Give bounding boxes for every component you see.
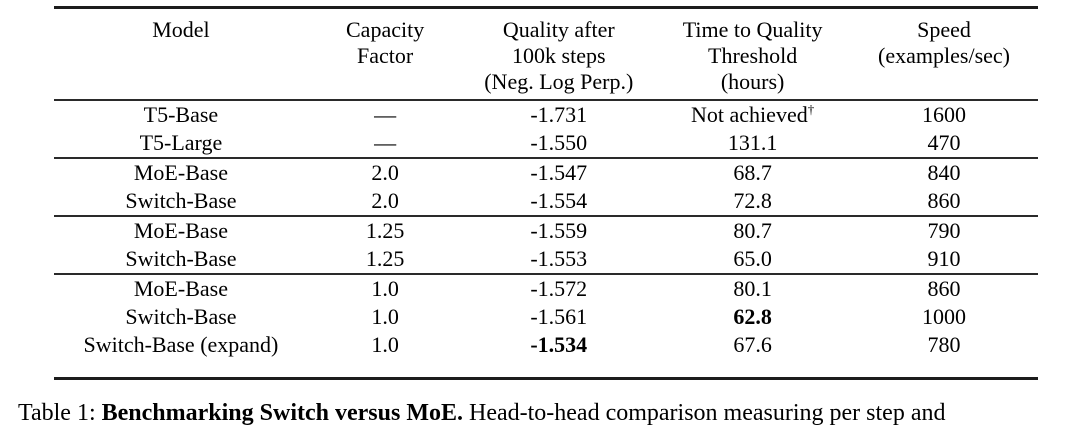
model-cell: Switch-Base (125, 188, 237, 213)
header-time-to-quality: Time to Quality Threshold (hours) (655, 8, 850, 101)
speed-cell: 910 (927, 246, 961, 271)
table-row: T5-Large — -1.550 131.1 470 (54, 129, 1038, 158)
header-quality-line2: 100k steps (512, 43, 606, 68)
time-cell: 80.7 (733, 218, 772, 243)
dagger-footnote-mark: † (807, 101, 815, 117)
table-row: Switch-Base (expand) 1.0 -1.534 67.6 780 (54, 331, 1038, 379)
table-row: T5-Base — -1.731 Not achieved† 1600 (54, 100, 1038, 129)
header-capacity-line1: Capacity (346, 17, 425, 42)
quality-cell: -1.554 (530, 188, 588, 213)
time-cell: 68.7 (733, 160, 772, 185)
speed-cell: 860 (927, 188, 961, 213)
table-row: MoE-Base 1.25 -1.559 80.7 790 (54, 216, 1038, 245)
quality-cell-best: -1.534 (530, 332, 588, 357)
time-cell: 131.1 (727, 130, 778, 155)
header-time-line3: (hours) (720, 69, 785, 94)
quality-cell: -1.559 (530, 218, 588, 243)
benchmark-table: Model Capacity Factor Quality after 100k… (54, 6, 1038, 380)
caption-text: Head-to-head comparison measuring per st… (468, 400, 946, 426)
model-cell: MoE-Base (133, 160, 228, 185)
header-capacity-factor: Capacity Factor (308, 8, 462, 101)
header-capacity-line2: Factor (357, 43, 414, 68)
caption-label: Table 1: (18, 400, 96, 426)
caption-bold-title: Benchmarking Switch versus MoE. (101, 400, 463, 426)
capacity-cell: 1.25 (365, 246, 405, 271)
time-value: Not achieved (691, 102, 808, 127)
capacity-cell: — (374, 102, 397, 127)
model-cell: MoE-Base (133, 218, 228, 243)
speed-cell: 860 (927, 276, 961, 301)
table-row: MoE-Base 1.0 -1.572 80.1 860 (54, 274, 1038, 303)
capacity-cell: 2.0 (371, 188, 399, 213)
table-row: MoE-Base 2.0 -1.547 68.7 840 (54, 158, 1038, 187)
model-cell: T5-Large (139, 130, 223, 155)
header-quality-line1: Quality after (502, 17, 615, 42)
speed-cell: 1000 (922, 304, 967, 329)
speed-cell: 840 (927, 160, 961, 185)
time-cell: 72.8 (733, 188, 772, 213)
table-row: Switch-Base 1.25 -1.553 65.0 910 (54, 245, 1038, 274)
time-cell: 67.6 (733, 332, 772, 357)
capacity-cell: 1.0 (371, 304, 399, 329)
header-time-line2: Threshold (708, 43, 798, 68)
model-cell: Switch-Base (125, 304, 237, 329)
quality-cell: -1.572 (530, 276, 588, 301)
header-model-line1: Model (152, 17, 210, 42)
table-header: Model Capacity Factor Quality after 100k… (54, 8, 1038, 101)
speed-cell: 790 (927, 218, 961, 243)
model-cell: Switch-Base (125, 246, 237, 271)
model-cell: MoE-Base (133, 276, 228, 301)
model-cell: Switch-Base (expand) (83, 332, 279, 357)
speed-cell: 1600 (922, 102, 967, 127)
quality-cell: -1.550 (530, 130, 588, 155)
header-speed-line2: (examples/sec) (878, 43, 1010, 68)
table-caption: Table 1: Benchmarking Switch versus MoE.… (18, 398, 1078, 428)
table-row: Switch-Base 2.0 -1.554 72.8 860 (54, 187, 1038, 216)
capacity-cell: 1.0 (371, 332, 399, 357)
time-cell: 65.0 (733, 246, 772, 271)
capacity-cell: 1.25 (365, 218, 405, 243)
header-model: Model (54, 8, 308, 101)
header-speed-line1: Speed (917, 17, 971, 42)
time-cell-best: 62.8 (733, 304, 772, 329)
capacity-cell: — (374, 130, 397, 155)
header-quality-line3: (Neg. Log Perp.) (484, 69, 634, 94)
quality-cell: -1.731 (530, 102, 588, 127)
header-row: Model Capacity Factor Quality after 100k… (54, 8, 1038, 101)
quality-cell: -1.547 (530, 160, 588, 185)
speed-cell: 780 (927, 332, 961, 357)
quality-cell: -1.561 (530, 304, 588, 329)
table-row: Switch-Base 1.0 -1.561 62.8 1000 (54, 303, 1038, 331)
quality-cell: -1.553 (530, 246, 588, 271)
time-cell: Not achieved† (655, 100, 850, 129)
model-cell: T5-Base (143, 102, 219, 127)
capacity-cell: 2.0 (371, 160, 399, 185)
header-quality: Quality after 100k steps (Neg. Log Perp.… (462, 8, 655, 101)
header-speed: Speed (examples/sec) (850, 8, 1038, 101)
speed-cell: 470 (927, 130, 961, 155)
header-time-line1: Time to Quality (682, 17, 823, 42)
time-cell: 80.1 (733, 276, 772, 301)
table-body: T5-Base — -1.731 Not achieved† 1600 T5-L… (54, 100, 1038, 379)
capacity-cell: 1.0 (371, 276, 399, 301)
